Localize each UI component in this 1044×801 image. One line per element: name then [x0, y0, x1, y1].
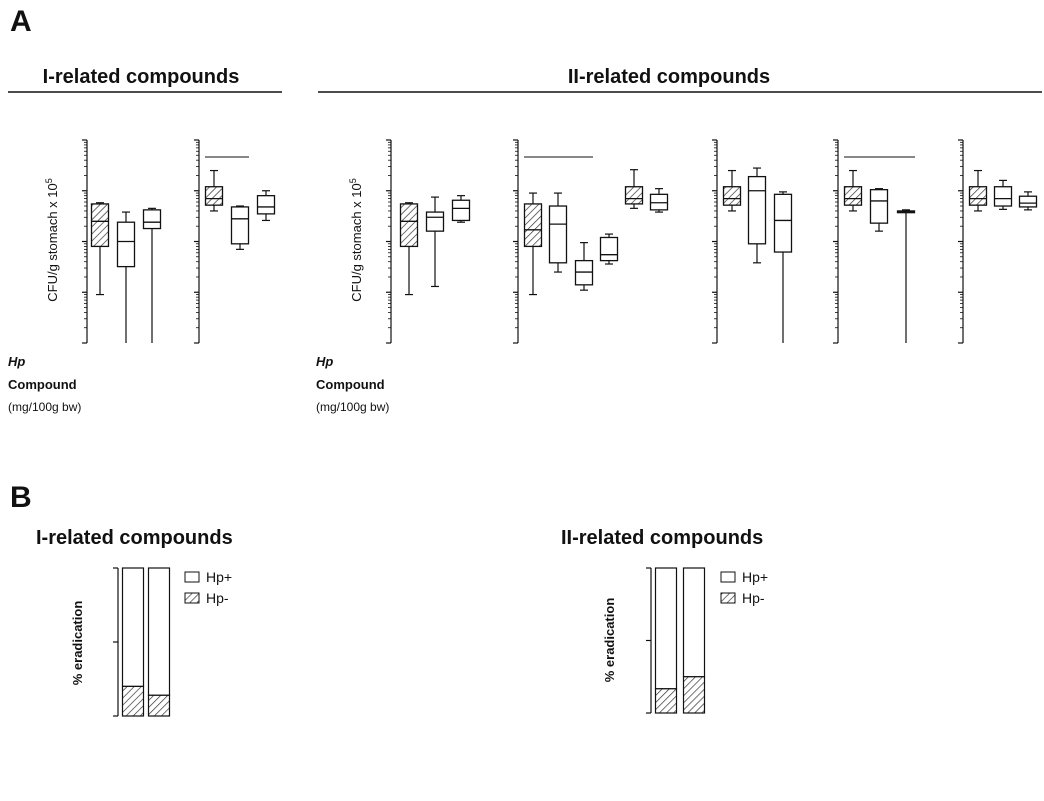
box-10 [230, 205, 250, 250]
row-hp-label-2: Hp [316, 354, 333, 369]
box-0 [843, 169, 863, 212]
box-iqr [843, 186, 863, 206]
box-iqr [142, 209, 162, 230]
panel-a-group1-title: I-related compounds [43, 66, 240, 88]
boxplot-II-c [833, 139, 916, 344]
box-iqr [1018, 195, 1038, 208]
legend-hp-plus-swatch [184, 571, 200, 583]
panel-a-boxplots [82, 139, 1038, 344]
box-iqr [649, 193, 669, 211]
legend-hp-plus-label: Hp+ [206, 569, 232, 585]
box-0 [204, 169, 224, 212]
legend-hp-plus-label: Hp+ [742, 569, 768, 585]
box-iqr [230, 206, 250, 245]
box-0 [90, 202, 110, 296]
boxplot-II-b [712, 139, 793, 344]
stacked-bar-chart [646, 567, 706, 714]
box-20 [256, 190, 276, 222]
panel-b-letter: B [10, 481, 32, 514]
bar-hp-plus [654, 567, 678, 690]
box-20 [896, 209, 916, 343]
bar-hp-minus [121, 685, 145, 717]
box-iqr [722, 186, 742, 206]
bar-hp-plus [121, 567, 145, 688]
box-0 [968, 169, 988, 212]
box-iqr [256, 195, 276, 215]
box-iqr [523, 203, 543, 248]
box-iqr [747, 175, 767, 245]
row-compound-label-1: Compound [8, 377, 77, 392]
legend-1: Hp+ Hp- [184, 569, 232, 606]
legend-hp-minus-swatch [184, 592, 200, 604]
panel-b-barcharts [113, 567, 706, 717]
boxplot-I-a [194, 139, 276, 344]
box-1 [574, 242, 594, 291]
boxplot-II-f [958, 139, 1038, 344]
box-0.1 [425, 196, 445, 288]
panel-b-group1-title: I-related compounds [36, 527, 233, 549]
stacked-bar-chart [113, 567, 171, 717]
box-10 [747, 167, 767, 264]
box-5 [599, 233, 619, 265]
legend-hp-minus-label: Hp- [206, 590, 229, 606]
box-iqr [599, 236, 619, 262]
legend-hp-plus-swatch [720, 571, 736, 583]
box-20 [1018, 191, 1038, 211]
bar-hp-minus [654, 688, 678, 714]
box-iqr [425, 211, 445, 232]
box-0 [722, 169, 742, 212]
boxplot-II-a [513, 139, 669, 344]
legend-hp-minus-swatch [720, 592, 736, 604]
box-0.1 [116, 211, 136, 343]
box-iqr [116, 221, 136, 268]
box-iqr [399, 203, 419, 248]
box-1 [451, 195, 471, 223]
box-iqr [548, 205, 568, 264]
box-0 [624, 169, 644, 209]
bar-hp-plus [147, 567, 171, 696]
box-iqr [869, 189, 889, 224]
box-iqr [773, 193, 793, 253]
box-1 [142, 207, 162, 343]
panel-a-group2-title: II-related compounds [568, 66, 770, 88]
row-hp-label-1: Hp [8, 354, 25, 369]
panel-a-ylabel-2: CFU/g stomach x 105 [348, 178, 364, 302]
box-iqr [90, 203, 110, 248]
bar-hp-minus [147, 694, 171, 717]
box-0 [399, 202, 419, 296]
panel-a-letter: A [10, 5, 32, 38]
box-10 [649, 188, 669, 213]
box-iqr [624, 186, 644, 205]
boxplot-I [82, 139, 162, 344]
box-iqr [993, 186, 1013, 207]
box-0.1 [548, 192, 568, 273]
row-compound-label-2: Compound [316, 377, 385, 392]
box-0 [523, 192, 543, 296]
box-iqr [574, 259, 594, 286]
row-unit-label-2: (mg/100g bw) [316, 400, 389, 414]
box-10 [993, 179, 1013, 210]
panel-a-ylabel-1: CFU/g stomach x 105 [44, 178, 60, 302]
bar-hp-plus [682, 567, 706, 678]
bar-hp-minus [682, 676, 706, 714]
box-iqr [451, 199, 471, 222]
panel-b-ylabel-2: % eradication [602, 598, 617, 683]
box-10 [869, 188, 889, 232]
legend-hp-minus-label: Hp- [742, 590, 765, 606]
box-20 [773, 191, 793, 343]
panel-b-group2-title: II-related compounds [561, 527, 763, 549]
panel-b-ylabel-1: % eradication [70, 601, 85, 686]
box-iqr [968, 186, 988, 206]
box-iqr [204, 186, 224, 206]
legend-2: Hp+ Hp- [720, 569, 768, 606]
row-unit-label-1: (mg/100g bw) [8, 400, 81, 414]
boxplot-II [386, 139, 471, 344]
